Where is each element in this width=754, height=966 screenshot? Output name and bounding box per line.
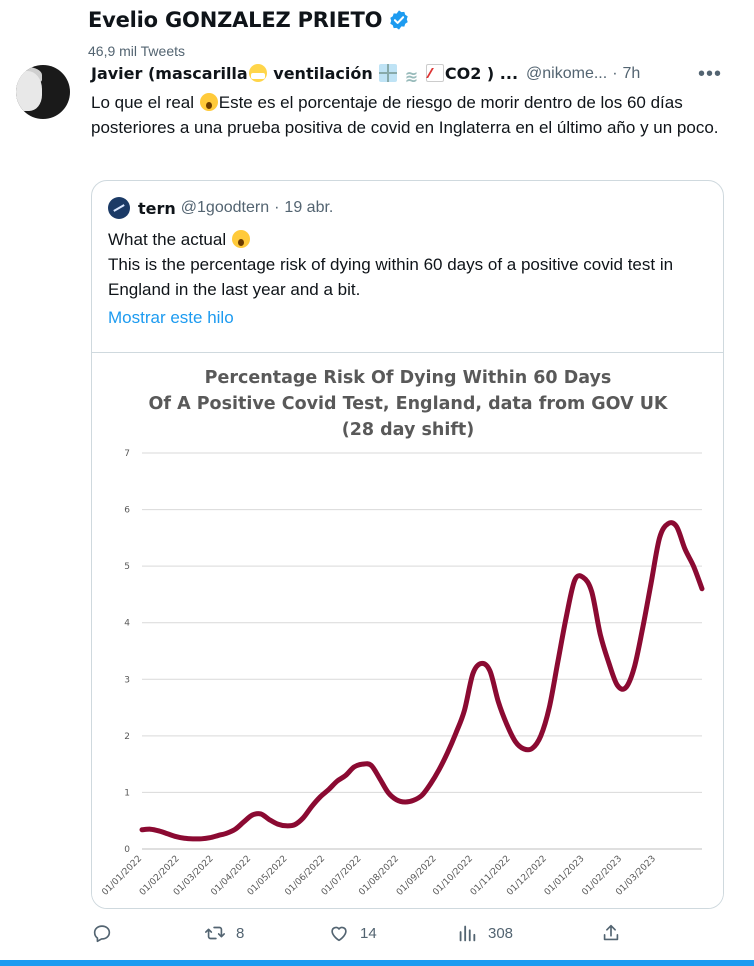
series-line [139, 520, 705, 842]
heart-icon [331, 926, 347, 942]
share-icon [603, 924, 619, 941]
reply-icon [93, 925, 111, 943]
separator-dot: · [612, 65, 618, 82]
author-name-part-1: Javier (mascarilla [91, 63, 248, 83]
quoted-text-line-2: This is the percentage risk of dying wit… [108, 255, 674, 299]
quoted-text-line-1: What the actual [108, 230, 231, 249]
tweet-text: Lo que el real Este es el porcentaje de … [91, 90, 726, 140]
tweet-header: Javier (mascarilla ventilación ≋ CO2 ) .… [91, 63, 736, 86]
quoted-author-handle[interactable]: @1goodtern [180, 199, 270, 216]
wind-emoji-icon: ≋ [404, 66, 419, 86]
avatar[interactable] [16, 65, 70, 119]
quoted-tweet-text: What the actual This is the percentage r… [108, 227, 708, 302]
profile-header: Evelio GONZALEZ PRIETO [88, 8, 728, 32]
quoted-author-name[interactable]: tern [138, 198, 176, 218]
tweet-actions: 8 14 308 [0, 922, 754, 954]
chart-x-tick-labels: 01/01/202201/02/202201/03/202201/04/2022… [100, 854, 658, 898]
y-tick-label: 0 [124, 845, 130, 855]
quoted-date[interactable]: 19 abr. [284, 199, 334, 216]
y-tick-label: 7 [124, 449, 130, 459]
quoted-astonished-emoji-icon [231, 230, 250, 248]
views-bar-chart-icon [459, 925, 476, 942]
share-button[interactable] [600, 922, 622, 944]
tweet-text-part-2: Este es el porcentaje de riesgo de morir… [91, 93, 719, 137]
profile-name: Evelio GONZALEZ PRIETO [88, 8, 383, 32]
retweet-button[interactable]: 8 [204, 922, 244, 944]
mask-emoji-icon [248, 63, 267, 82]
y-tick-label: 6 [124, 506, 130, 516]
window-emoji-icon [379, 63, 398, 82]
like-count: 14 [360, 924, 377, 942]
chart-y-tick-labels: 0 1 2 3 4 5 6 7 [124, 449, 130, 855]
quoted-avatar[interactable] [108, 197, 130, 219]
y-tick-label: 1 [124, 788, 130, 798]
astonished-emoji-icon [199, 93, 218, 111]
chart-subtitle: Of A Positive Covid Test, England, data … [149, 394, 669, 414]
tweet-text-part-1: Lo que el real [91, 93, 199, 112]
quoted-tweet[interactable]: tern @1goodtern · 19 abr. What the actua… [91, 180, 724, 909]
show-thread-link[interactable]: Mostrar este hilo [108, 308, 234, 327]
author-name-part-3: CO2 ) ... [444, 63, 519, 83]
profile-name-row: Evelio GONZALEZ PRIETO [88, 8, 728, 32]
y-tick-label: 5 [124, 562, 130, 572]
bottom-accent-bar [0, 960, 754, 966]
chart-subtitle-shift: (28 day shift) [342, 420, 475, 440]
y-tick-label: 3 [124, 675, 130, 685]
author-handle[interactable]: @nikome... [526, 65, 608, 82]
avatar-face [16, 71, 42, 111]
like-button[interactable]: 14 [328, 922, 377, 944]
quoted-tweet-header: tern @1goodtern · 19 abr. [108, 197, 333, 219]
y-tick-label: 2 [124, 732, 130, 742]
chart-data-points [141, 523, 703, 839]
author-name[interactable]: Javier (mascarilla ventilación ≋ CO2 ) .… [91, 63, 519, 86]
views-count: 308 [488, 924, 514, 942]
quoted-separator-dot: · [274, 199, 280, 216]
chart-image[interactable]: Percentage Risk Of Dying Within 60 Days … [92, 352, 723, 908]
retweet-icon [205, 926, 225, 940]
more-options-icon[interactable]: ••• [697, 63, 722, 85]
retweet-count: 8 [236, 924, 245, 942]
line-chart: Percentage Risk Of Dying Within 60 Days … [100, 368, 705, 898]
views-button[interactable]: 308 [456, 922, 513, 944]
author-name-part-2: ventilación [267, 63, 373, 83]
chart-gridlines [142, 452, 702, 850]
tweet-time[interactable]: 7h [622, 65, 641, 82]
chart-title: Percentage Risk Of Dying Within 60 Days [205, 368, 612, 388]
tweet-count: 46,9 mil Tweets [88, 43, 186, 59]
y-tick-label: 4 [124, 619, 130, 629]
verified-badge-icon [390, 10, 409, 30]
reply-button[interactable] [91, 922, 123, 944]
chart-emoji-icon [425, 63, 444, 82]
